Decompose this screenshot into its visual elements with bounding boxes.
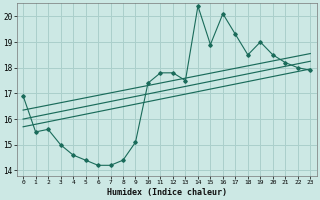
X-axis label: Humidex (Indice chaleur): Humidex (Indice chaleur)	[107, 188, 227, 197]
